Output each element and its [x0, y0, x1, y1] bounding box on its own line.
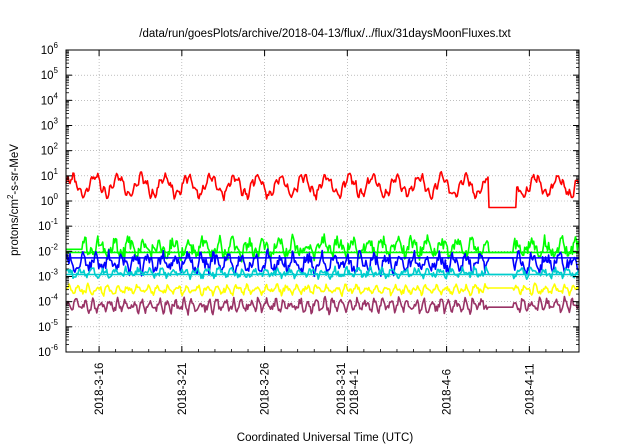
y-axis-label: protons/cm2-s-sr-MeV	[6, 144, 21, 256]
y-tick-base: 10	[38, 246, 51, 258]
y-tick-exp: 0	[54, 192, 59, 201]
y-tick-label: 106	[41, 41, 59, 57]
y-tick-base: 10	[38, 297, 51, 309]
y-tick-exp: -4	[51, 293, 59, 302]
y-tick-base: 10	[38, 221, 51, 233]
y-axis-label-sup: 2	[6, 194, 15, 199]
series-line	[65, 295, 580, 316]
y-tick-exp: 6	[54, 41, 59, 50]
y-tick-label: 104	[41, 91, 59, 107]
x-tick-label: 2018-3-26	[260, 363, 272, 415]
y-tick-base: 10	[38, 347, 51, 359]
y-tick-exp: 5	[54, 66, 59, 75]
y-axis-label-prefix: protons/cm	[9, 199, 21, 256]
x-tick-label: 2018-3-31	[336, 363, 348, 415]
y-tick-exp: 3	[54, 117, 59, 126]
x-tick-label: 2018-4-11	[524, 363, 536, 415]
y-tick-label: 10-6	[38, 343, 58, 359]
y-tick-label: 101	[41, 167, 59, 183]
y-tick-base: 10	[41, 171, 54, 183]
y-tick-exp: 1	[54, 167, 59, 176]
y-tick-base: 10	[41, 196, 54, 208]
y-tick-exp: -1	[51, 217, 59, 226]
y-tick-label: 10-3	[38, 268, 58, 284]
x-tick-label: 2018-4-1	[349, 369, 361, 415]
y-tick-base: 10	[38, 272, 51, 284]
x-tick-label: 2018-4-6	[442, 369, 454, 415]
y-axis-label-suffix: -s-sr-MeV	[9, 144, 21, 195]
y-tick-exp: 2	[54, 142, 59, 151]
series-line	[65, 170, 580, 209]
y-tick-base: 10	[41, 70, 54, 82]
y-tick-exp: -6	[51, 343, 59, 352]
chart-title: /data/run/goesPlots/archive/2018-04-13/f…	[139, 28, 511, 40]
y-tick-label: 10-1	[38, 217, 58, 233]
y-tick-labels: 10-610-510-410-310-210-11001011021031041…	[38, 41, 58, 359]
y-tick-exp: -5	[51, 318, 59, 327]
y-tick-label: 105	[41, 66, 59, 82]
y-tick-base: 10	[41, 95, 54, 107]
y-tick-base: 10	[38, 322, 51, 334]
y-tick-exp: -2	[51, 242, 59, 251]
series-line	[65, 282, 580, 298]
ticks	[65, 49, 580, 353]
series-group	[65, 170, 580, 316]
grid	[66, 50, 579, 352]
y-tick-base: 10	[41, 121, 54, 133]
x-tick-label: 2018-3-21	[177, 363, 189, 415]
y-tick-exp: 4	[54, 91, 59, 100]
y-tick-base: 10	[41, 146, 54, 158]
x-tick-label: 2018-3-16	[94, 363, 106, 415]
y-tick-label: 10-5	[38, 318, 58, 334]
y-tick-label: 10-4	[38, 293, 58, 309]
x-axis-label: Coordinated Universal Time (UTC)	[237, 432, 414, 444]
y-tick-label: 10-2	[38, 242, 58, 258]
y-tick-label: 102	[41, 142, 59, 158]
y-tick-base: 10	[41, 45, 54, 57]
y-tick-label: 103	[41, 117, 59, 133]
y-tick-exp: -3	[51, 268, 59, 277]
x-tick-labels: 2018-3-16 2018-3-21 2018-3-26 2018-3-31 2018…	[94, 363, 536, 415]
y-tick-label: 100	[41, 192, 59, 208]
